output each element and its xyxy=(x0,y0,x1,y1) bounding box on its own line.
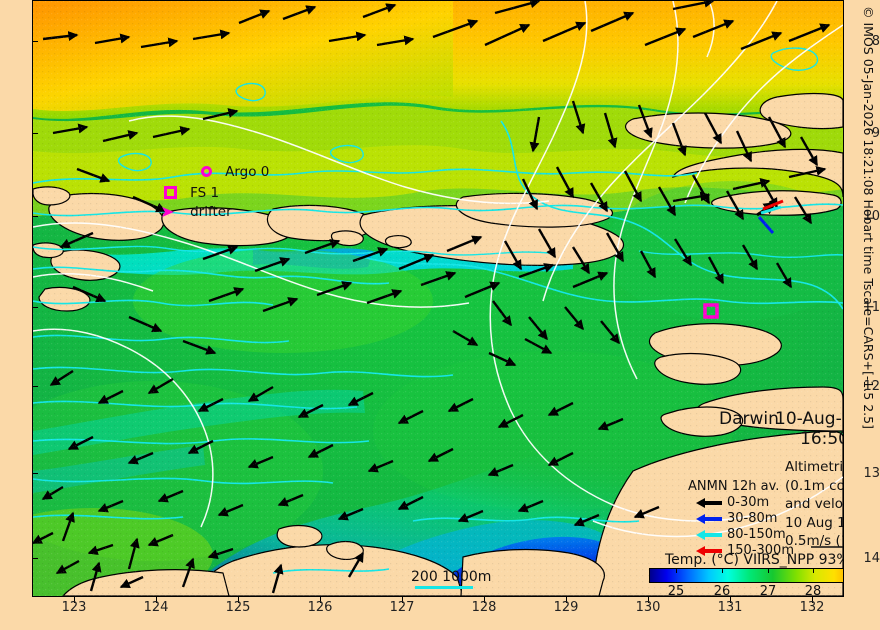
anmn-legend-header: ANMN 12h av. xyxy=(688,479,780,494)
x-tickmark xyxy=(402,597,403,603)
x-tickmark xyxy=(320,597,321,603)
fs-legend-entry: FS 1 xyxy=(164,182,219,201)
y-tickmark xyxy=(32,133,38,134)
temperature-colorbar xyxy=(649,568,843,583)
y-tick-label: 9 xyxy=(871,126,880,141)
arrow-marker-icon xyxy=(161,206,177,218)
argo-label: Argo 0 xyxy=(225,163,270,180)
arrow-0-30m-icon xyxy=(696,497,722,509)
velocity-scale-arrow-icon xyxy=(811,542,843,552)
x-tick-label: 129 xyxy=(553,600,579,615)
y-tick-label: 12 xyxy=(863,379,880,394)
anmn-row-label: 150-300m xyxy=(727,543,794,558)
map-plot-area[interactable]: Argo 0 FS 1 drifter Darwin 10-Aug-2024 1… xyxy=(32,0,844,597)
anmn-legend-row: 0-30m xyxy=(696,495,794,510)
fs-label: FS 1 xyxy=(190,184,220,201)
x-tickmark xyxy=(484,597,485,603)
x-tick-label: 128 xyxy=(471,600,497,615)
colorbar-tick-label: 26 xyxy=(713,584,731,597)
y-tick-label: 10 xyxy=(863,209,880,224)
x-tick-label: 127 xyxy=(389,600,415,615)
bathymetry-legend-line xyxy=(415,586,473,589)
y-tickmark xyxy=(32,41,38,42)
colorbar-tickmark xyxy=(813,568,814,573)
arrow-80-150m-icon xyxy=(696,529,722,541)
darwin-place-label: Darwin xyxy=(719,409,779,429)
colorbar-tick-label: 28 xyxy=(804,584,822,597)
y-tickmark xyxy=(32,473,38,474)
altimetry-note-line: 0.5m/s (1kt 24h) xyxy=(785,533,843,549)
colorbar-tick-label: 25 xyxy=(667,584,685,597)
x-tick-label: 124 xyxy=(143,600,169,615)
altimetry-note-line: 10 Aug 16Z xyxy=(785,514,843,531)
bathymetry-legend: 200 1000m xyxy=(411,569,491,589)
colorbar-tickmark xyxy=(676,568,677,573)
date-stamp: 10-Aug-2024 xyxy=(775,409,843,429)
altimetry-note-line: (0.1m contours) xyxy=(785,477,844,494)
anmn-row-label: 80-150m xyxy=(727,527,786,542)
x-tickmark xyxy=(156,597,157,603)
x-tick-label: 130 xyxy=(635,600,661,615)
y-tick-label: 14 xyxy=(863,551,880,566)
y-tick-label: 11 xyxy=(863,300,880,315)
x-tick-label: 126 xyxy=(307,600,333,615)
x-tickmark xyxy=(238,597,239,603)
altimetry-note-line: Altimetric sealevel xyxy=(785,459,844,475)
anmn-legend-row: 150-300m xyxy=(696,543,794,558)
argo-legend-entry: Argo 0 xyxy=(201,161,269,180)
anmn-row-label: 0-30m xyxy=(727,495,770,510)
y-tickmark xyxy=(32,216,38,217)
drifter-label: drifter xyxy=(190,203,232,220)
x-tick-label: 132 xyxy=(799,600,825,615)
arrow-150-300m-icon xyxy=(696,545,722,557)
anmn-row-label: 30-80m xyxy=(727,511,778,526)
open-square-marker-icon xyxy=(164,186,177,199)
map-canvas xyxy=(33,1,843,596)
altimetry-note: Altimetric sealevel (0.1m contours) and … xyxy=(785,458,844,551)
x-tickmark xyxy=(812,597,813,603)
altimetry-note-line: and velocity for xyxy=(785,496,843,512)
x-tick-label: 123 xyxy=(61,600,87,615)
x-tickmark xyxy=(730,597,731,603)
colorbar-tickmark xyxy=(722,568,723,573)
y-tick-label: 8 xyxy=(871,34,880,49)
y-tickmark xyxy=(32,558,38,559)
y-tick-label: 13 xyxy=(863,466,880,481)
x-tickmark xyxy=(74,597,75,603)
x-tick-label: 131 xyxy=(717,600,743,615)
drifter-legend-entry: drifter xyxy=(161,201,232,220)
x-tickmark xyxy=(566,597,567,603)
y-tickmark xyxy=(32,307,38,308)
anmn-legend-row: 80-150m xyxy=(696,527,794,542)
colorbar-tickmark xyxy=(768,568,769,573)
time-stamp: 16:50Z xyxy=(800,429,843,449)
credit-text: © IMOS 05-Jan-2026 18:21:08 Hobart time … xyxy=(861,6,876,429)
bathymetry-legend-label: 200 1000m xyxy=(411,569,492,585)
open-circle-marker-icon xyxy=(201,166,212,177)
arrow-30-80m-icon xyxy=(696,513,722,525)
anmn-depth-legend: ANMN 12h av. 0-30m 30-80m xyxy=(688,479,794,558)
x-tickmark xyxy=(648,597,649,603)
anmn-legend-row: 30-80m xyxy=(696,511,794,526)
colorbar-tick-label: 27 xyxy=(759,584,777,597)
x-tick-label: 125 xyxy=(225,600,251,615)
y-tickmark xyxy=(32,386,38,387)
credit-strip: © IMOS 05-Jan-2026 18:21:08 Hobart time … xyxy=(860,0,880,630)
colorbar-title: Temp. (°C) VIIRS_NPP 93% ql>=4 xyxy=(665,552,843,568)
